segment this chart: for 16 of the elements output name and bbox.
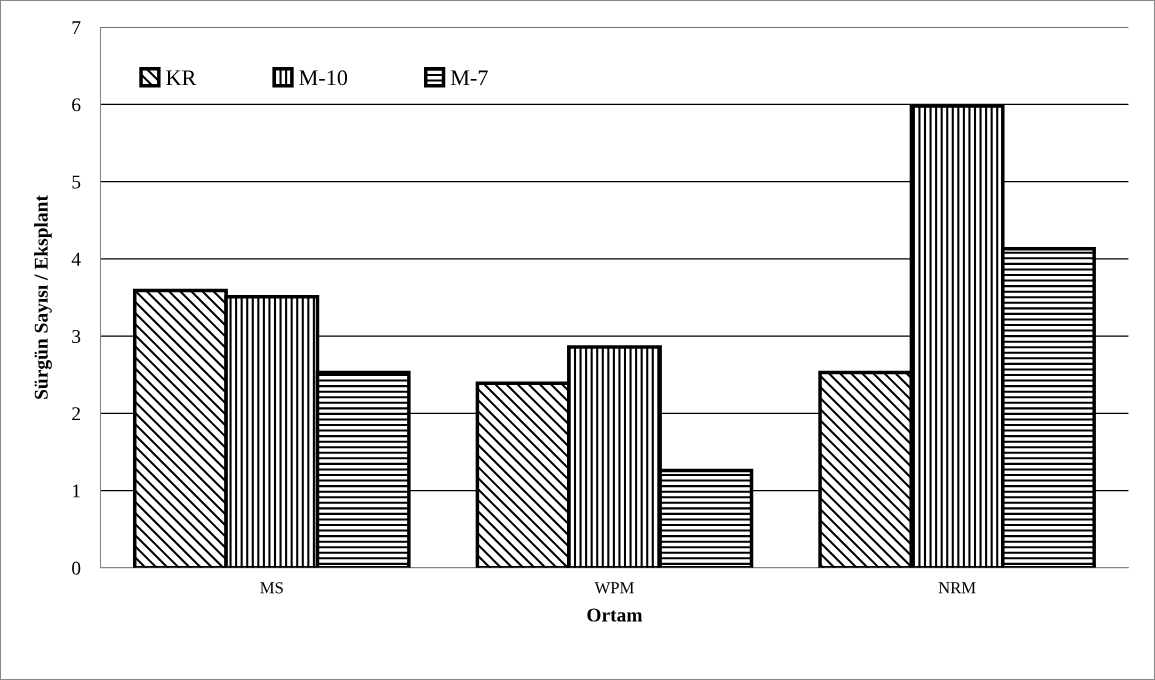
legend-label: M-10 [299, 70, 348, 86]
legend-label: M-7 [450, 70, 488, 86]
x-tick-label: WPM [594, 582, 634, 594]
y-tick-label: 3 [72, 329, 81, 344]
x-tick-label: NRM [938, 582, 976, 594]
x-axis-title: Ortam [587, 608, 643, 622]
y-tick-label: 7 [72, 21, 81, 34]
y-tick-label: 5 [72, 175, 81, 189]
legend-label: KR [166, 70, 197, 86]
y-axis-title: Sürgün Sayısı / Eksplant [34, 195, 52, 399]
y-tick-label: 0 [72, 561, 81, 575]
y-tick-label: 1 [73, 484, 80, 498]
x-tick-label: MS [260, 582, 283, 594]
y-tick-label: 2 [72, 407, 80, 421]
y-tick-label: 6 [72, 98, 81, 112]
y-tick-label: 4 [71, 252, 81, 266]
